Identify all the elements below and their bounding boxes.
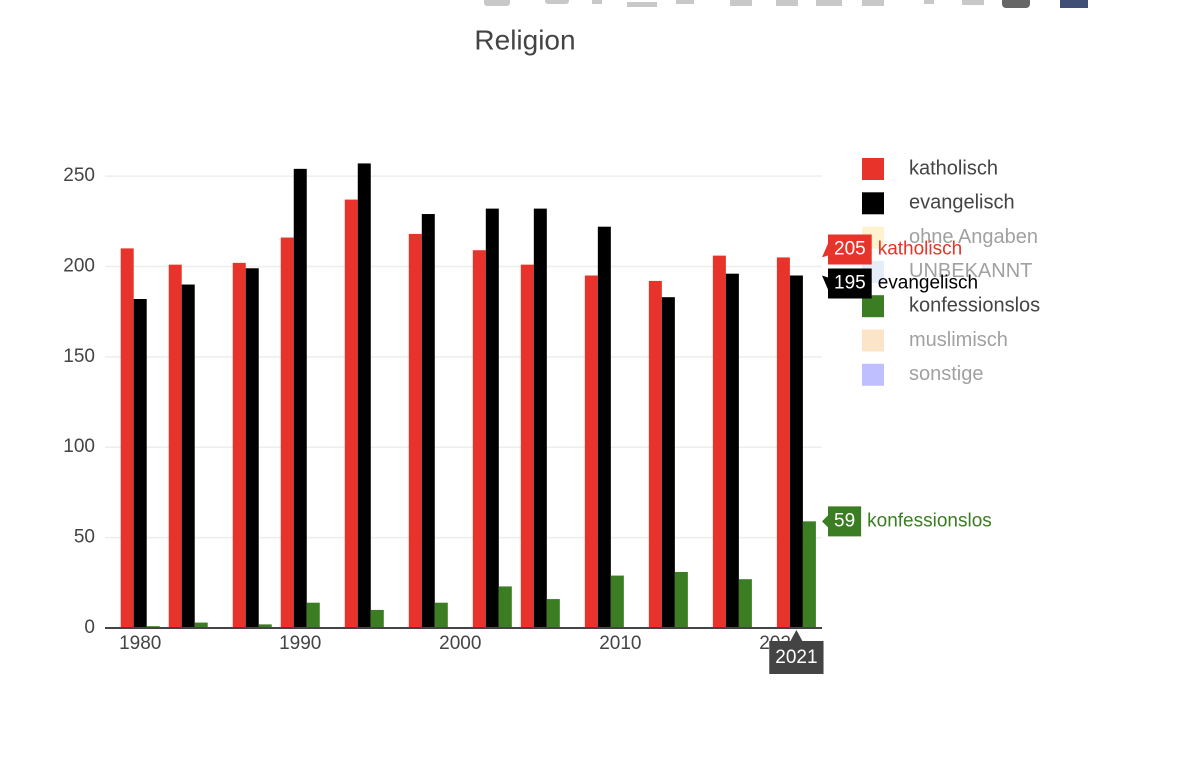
modebar-button[interactable] xyxy=(1002,0,1030,8)
bar xyxy=(776,257,790,628)
hover-x: 2021 xyxy=(775,647,817,668)
y-tick-label: 200 xyxy=(63,255,95,276)
legend-item[interactable]: muslimisch xyxy=(862,329,1008,352)
legend-item[interactable]: sonstige xyxy=(862,363,984,386)
legend-label: UNBEKANNT xyxy=(909,260,1032,282)
bar xyxy=(280,237,294,629)
modebar-button[interactable] xyxy=(862,0,884,6)
bar xyxy=(434,602,448,628)
y-tick-label: 50 xyxy=(74,527,95,548)
hover-box xyxy=(822,506,862,537)
bar xyxy=(194,622,208,628)
modebar-button[interactable] xyxy=(676,0,694,4)
bar xyxy=(245,268,259,628)
bar xyxy=(408,233,422,628)
bar xyxy=(520,264,534,628)
legend-swatch xyxy=(862,329,884,352)
hover-box xyxy=(822,268,872,299)
modebar-button[interactable] xyxy=(776,0,798,6)
modebar-button[interactable] xyxy=(730,0,752,6)
modebar xyxy=(484,0,1088,8)
bar xyxy=(712,255,726,628)
hover-name: konfessionslos xyxy=(867,510,992,531)
bar xyxy=(168,264,182,628)
y-tick-label: 100 xyxy=(63,436,95,457)
modebar-button[interactable] xyxy=(627,2,657,7)
y-tick-label: 150 xyxy=(63,346,95,367)
legend-label: evangelisch xyxy=(909,192,1015,214)
x-tick-label: 1980 xyxy=(119,633,161,654)
bar xyxy=(546,599,560,628)
x-hover-label: 2021 xyxy=(769,630,824,674)
bar xyxy=(674,571,688,628)
y-tick-label: 0 xyxy=(84,617,95,638)
bar xyxy=(498,586,512,628)
bar xyxy=(370,609,384,628)
bar xyxy=(258,624,272,628)
bar xyxy=(344,199,358,629)
legend-swatch xyxy=(862,295,884,318)
x-tick-label: 2010 xyxy=(599,633,641,654)
bar xyxy=(738,579,752,628)
bar xyxy=(306,602,320,628)
legend-item[interactable]: katholisch xyxy=(862,157,998,180)
bar xyxy=(661,297,675,628)
x-tick-label: 2000 xyxy=(439,633,481,654)
hover-value: 59 xyxy=(834,510,855,531)
bar xyxy=(597,226,611,628)
bar xyxy=(584,275,598,628)
modebar-button[interactable] xyxy=(962,0,984,5)
bar xyxy=(293,168,307,628)
bar xyxy=(648,280,662,628)
legend-label: katholisch xyxy=(909,157,998,179)
hover-label: 59 konfessionslos xyxy=(822,506,992,537)
bar xyxy=(357,163,371,628)
bar xyxy=(133,299,147,628)
bar xyxy=(232,262,246,628)
legend-label: sonstige xyxy=(909,363,984,385)
hover-value: 205 xyxy=(834,238,866,259)
modebar-button[interactable] xyxy=(924,0,934,4)
chart-title: Religion xyxy=(474,24,575,55)
legend-item[interactable]: UNBEKANNT xyxy=(862,260,1032,283)
legend-label: ohne Angaben xyxy=(909,226,1038,248)
legend-item[interactable]: konfessionslos xyxy=(862,294,1040,318)
bar xyxy=(610,575,624,628)
hover-label: 195 evangelisch xyxy=(822,268,978,299)
hover-label: 205 katholisch xyxy=(822,234,963,265)
legend-swatch xyxy=(862,192,884,215)
y-tick-label: 250 xyxy=(63,165,95,186)
modebar-button[interactable] xyxy=(484,0,510,6)
hover-box xyxy=(822,234,872,265)
bar xyxy=(485,208,499,628)
modebar-button[interactable] xyxy=(592,0,602,4)
legend-item[interactable]: evangelisch xyxy=(862,192,1015,215)
hover-name: evangelisch xyxy=(878,272,978,293)
legend-label: konfessionslos xyxy=(909,294,1040,316)
bar xyxy=(725,273,739,628)
plotly-logo[interactable] xyxy=(1060,0,1088,8)
bar xyxy=(181,284,195,628)
modebar-button[interactable] xyxy=(545,0,569,4)
bar xyxy=(789,275,803,628)
bar xyxy=(802,521,816,628)
bar xyxy=(120,248,134,628)
bar xyxy=(472,250,486,628)
hover-value: 195 xyxy=(834,272,866,293)
hover-name: katholisch xyxy=(878,238,963,259)
bar xyxy=(421,214,435,629)
legend-swatch xyxy=(862,158,884,180)
legend-label: muslimisch xyxy=(909,329,1008,351)
legend-swatch xyxy=(862,363,884,386)
bar xyxy=(533,208,547,628)
x-tick-label: 1990 xyxy=(279,633,321,654)
hover-box xyxy=(769,630,824,674)
modebar-button[interactable] xyxy=(816,0,842,6)
